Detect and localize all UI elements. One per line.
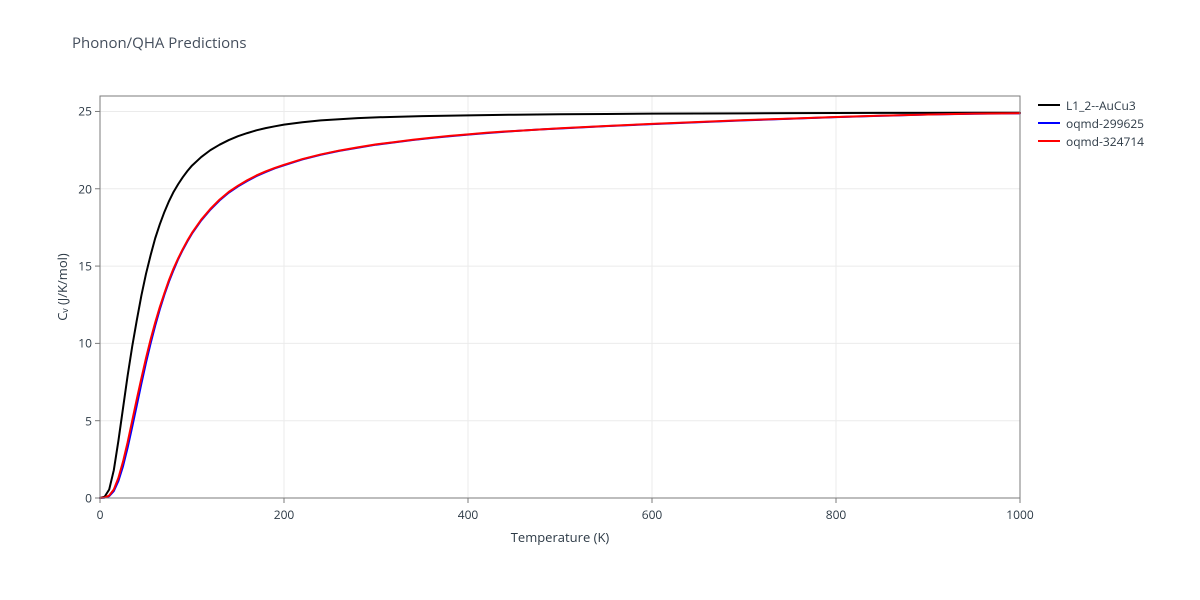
legend-item[interactable]: L1_2--AuCu3 (1038, 96, 1144, 114)
legend-item[interactable]: oqmd-299625 (1038, 114, 1144, 132)
x-axis-label: Temperature (K) (500, 528, 620, 546)
y-tick-label: 25 (72, 103, 92, 120)
legend-label: oqmd-324714 (1066, 133, 1144, 150)
y-tick-label: 10 (72, 335, 92, 352)
x-tick-label: 400 (458, 506, 479, 523)
y-tick-label: 15 (72, 258, 92, 275)
y-tick-label: 0 (72, 490, 92, 507)
x-tick-label: 800 (826, 506, 847, 523)
plot-area[interactable] (94, 95, 1021, 504)
x-tick-label: 600 (642, 506, 663, 523)
x-tick-label: 200 (274, 506, 295, 523)
legend[interactable]: L1_2--AuCu3oqmd-299625oqmd-324714 (1038, 96, 1144, 150)
legend-swatch (1038, 122, 1060, 124)
legend-item[interactable]: oqmd-324714 (1038, 132, 1144, 150)
legend-swatch (1038, 104, 1060, 106)
plot-background (100, 96, 1020, 498)
y-axis-label: Cᵥ (J/K/mol) (53, 237, 71, 337)
legend-label: L1_2--AuCu3 (1066, 97, 1136, 114)
y-tick-label: 20 (72, 180, 92, 197)
x-tick-label: 0 (97, 506, 104, 523)
x-tick-label: 1000 (1006, 506, 1033, 523)
chart-title: Phonon/QHA Predictions (72, 33, 247, 53)
legend-label: oqmd-299625 (1066, 115, 1144, 132)
legend-swatch (1038, 140, 1060, 142)
y-tick-label: 5 (72, 412, 92, 429)
